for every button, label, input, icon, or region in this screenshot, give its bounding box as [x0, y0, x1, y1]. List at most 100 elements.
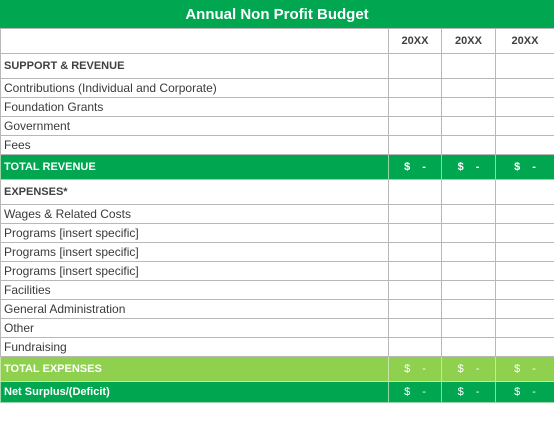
- line-item-label[interactable]: Foundation Grants: [0, 97, 389, 117]
- amount-cell[interactable]: [388, 261, 442, 281]
- line-item-label[interactable]: General Administration: [0, 299, 389, 319]
- amount-cell[interactable]: [495, 135, 554, 155]
- amount-cell[interactable]: [388, 223, 442, 243]
- amount-value: -: [422, 161, 426, 173]
- amount-cell[interactable]: [441, 261, 496, 281]
- table-row: Fees: [0, 135, 554, 155]
- amount-cell[interactable]: [441, 135, 496, 155]
- amount-cell[interactable]: [388, 135, 442, 155]
- line-item-label[interactable]: Fundraising: [0, 337, 389, 357]
- year-header: 20XX: [441, 28, 496, 54]
- amount-cell[interactable]: [495, 53, 554, 79]
- amount-cell[interactable]: [388, 299, 442, 319]
- table-row: Foundation Grants: [0, 97, 554, 117]
- currency-symbol: $: [457, 161, 464, 173]
- amount-cell[interactable]: [495, 337, 554, 357]
- corner-cell: [0, 28, 389, 54]
- amount-cell[interactable]: [388, 280, 442, 300]
- amount-value: -: [422, 386, 426, 398]
- year-header-row: 20XX 20XX 20XX: [0, 28, 554, 54]
- amount-value: -: [532, 386, 536, 398]
- total-expenses-amount[interactable]: $ -: [388, 356, 442, 382]
- table-row: Programs [insert specific]: [0, 223, 554, 243]
- amount-cell[interactable]: [441, 280, 496, 300]
- amount-cell[interactable]: [388, 242, 442, 262]
- section-expenses: EXPENSES*: [0, 179, 389, 205]
- amount-cell[interactable]: [441, 78, 496, 98]
- amount-cell[interactable]: [388, 116, 442, 136]
- line-item-label[interactable]: Government: [0, 116, 389, 136]
- table-row: Wages & Related Costs: [0, 204, 554, 224]
- currency-symbol: $: [404, 363, 411, 375]
- net-surplus-amount[interactable]: $ -: [495, 381, 554, 403]
- amount-cell[interactable]: [495, 97, 554, 117]
- table-row: Programs [insert specific]: [0, 261, 554, 281]
- amount-cell[interactable]: [495, 242, 554, 262]
- amount-cell[interactable]: [495, 318, 554, 338]
- amount-cell[interactable]: [495, 204, 554, 224]
- section-header-row: SUPPORT & REVENUE: [0, 53, 554, 79]
- line-item-label[interactable]: Programs [insert specific]: [0, 242, 389, 262]
- table-row: Facilities: [0, 280, 554, 300]
- section-support-revenue: SUPPORT & REVENUE: [0, 53, 389, 79]
- amount-cell[interactable]: [441, 242, 496, 262]
- total-revenue-amount[interactable]: $ -: [388, 154, 442, 180]
- line-item-label[interactable]: Programs [insert specific]: [0, 223, 389, 243]
- table-row: Government: [0, 116, 554, 136]
- amount-cell[interactable]: [441, 116, 496, 136]
- amount-value: -: [475, 363, 480, 375]
- net-surplus-amount[interactable]: $ -: [388, 381, 442, 403]
- amount-cell[interactable]: [388, 53, 442, 79]
- currency-symbol: $: [457, 363, 464, 375]
- section-header-row: EXPENSES*: [0, 179, 554, 205]
- amount-cell[interactable]: [495, 78, 554, 98]
- amount-value: -: [422, 363, 426, 375]
- currency-symbol: $: [404, 386, 411, 398]
- amount-cell[interactable]: [495, 116, 554, 136]
- line-item-label[interactable]: Contributions (Individual and Corporate): [0, 78, 389, 98]
- amount-cell[interactable]: [388, 97, 442, 117]
- amount-value: -: [532, 363, 536, 375]
- total-revenue-amount[interactable]: $ -: [495, 154, 554, 180]
- amount-cell[interactable]: [495, 280, 554, 300]
- amount-cell[interactable]: [388, 318, 442, 338]
- amount-cell[interactable]: [388, 204, 442, 224]
- amount-cell[interactable]: [495, 223, 554, 243]
- amount-cell[interactable]: [495, 179, 554, 205]
- line-item-label[interactable]: Other: [0, 318, 389, 338]
- amount-cell[interactable]: [441, 223, 496, 243]
- total-expenses-row: TOTAL EXPENSES $ - $ - $ -: [0, 356, 554, 382]
- amount-cell[interactable]: [441, 53, 496, 79]
- table-row: Programs [insert specific]: [0, 242, 554, 262]
- net-surplus-amount[interactable]: $ -: [441, 381, 496, 403]
- amount-cell[interactable]: [388, 78, 442, 98]
- total-expenses-amount[interactable]: $ -: [441, 356, 496, 382]
- total-revenue-amount[interactable]: $ -: [441, 154, 496, 180]
- budget-table: 20XX 20XX 20XX SUPPORT & REVENUE Contributio…: [0, 28, 554, 403]
- line-item-label[interactable]: Facilities: [0, 280, 389, 300]
- table-row: Contributions (Individual and Corporate): [0, 78, 554, 98]
- amount-cell[interactable]: [441, 97, 496, 117]
- table-row: Fundraising: [0, 337, 554, 357]
- currency-symbol: $: [514, 161, 521, 173]
- amount-cell[interactable]: [495, 299, 554, 319]
- total-expenses-amount[interactable]: $ -: [495, 356, 554, 382]
- amount-cell[interactable]: [441, 337, 496, 357]
- amount-cell[interactable]: [441, 299, 496, 319]
- net-surplus-row: Net Surplus/(Deficit) $ - $ - $ -: [0, 381, 554, 403]
- amount-cell[interactable]: [495, 261, 554, 281]
- line-item-label[interactable]: Fees: [0, 135, 389, 155]
- currency-symbol: $: [514, 363, 521, 375]
- line-item-label[interactable]: Programs [insert specific]: [0, 261, 389, 281]
- year-header: 20XX: [495, 28, 554, 54]
- sheet-title: Annual Non Profit Budget: [0, 0, 554, 29]
- total-expenses-label: TOTAL EXPENSES: [0, 356, 389, 382]
- amount-cell[interactable]: [441, 318, 496, 338]
- table-row: Other: [0, 318, 554, 338]
- amount-cell[interactable]: [441, 179, 496, 205]
- line-item-label[interactable]: Wages & Related Costs: [0, 204, 389, 224]
- amount-cell[interactable]: [441, 204, 496, 224]
- amount-cell[interactable]: [388, 179, 442, 205]
- amount-cell[interactable]: [388, 337, 442, 357]
